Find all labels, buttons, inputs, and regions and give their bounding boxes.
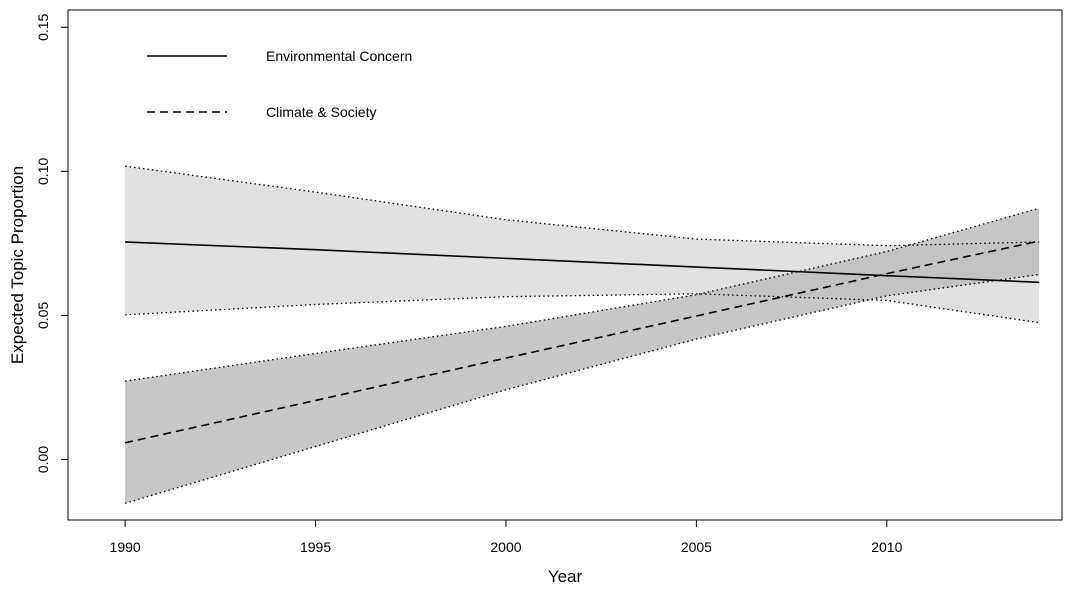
x-tick-label: 2000	[490, 539, 521, 555]
x-tick-label: 1990	[110, 539, 141, 555]
y-tick-label: 0.00	[35, 446, 51, 473]
y-tick-label: 0.05	[35, 302, 51, 329]
y-axis: 0.00 0.05 0.10 0.15	[35, 13, 68, 473]
y-tick-label: 0.10	[35, 158, 51, 185]
environmental-concern-lower-bound	[125, 293, 1040, 324]
x-tick-label: 2005	[681, 539, 712, 555]
confidence-bands	[125, 166, 1040, 504]
x-axis: 1990 1995 2000 2005 2010	[110, 520, 903, 555]
plot-frame	[67, 9, 1063, 521]
x-tick-label: 2010	[871, 539, 902, 555]
y-tick-label: 0.15	[35, 13, 51, 40]
environmental-concern-confidence-band	[125, 166, 1040, 323]
x-axis-label: Year	[548, 567, 583, 584]
climate-society-confidence-band	[125, 208, 1040, 504]
climate-society-line	[124, 240, 1040, 444]
legend-label: Climate & Society	[266, 104, 376, 120]
legend: Environmental Concern Climate & Society	[147, 48, 412, 120]
legend-label: Environmental Concern	[266, 48, 412, 64]
x-tick-label: 1995	[300, 539, 331, 555]
environmental-concern-line	[125, 241, 1040, 284]
series-lines	[124, 165, 1040, 504]
climate-society-lower-bound	[124, 273, 1040, 504]
y-axis-label: Expected Topic Proportion	[8, 166, 27, 364]
